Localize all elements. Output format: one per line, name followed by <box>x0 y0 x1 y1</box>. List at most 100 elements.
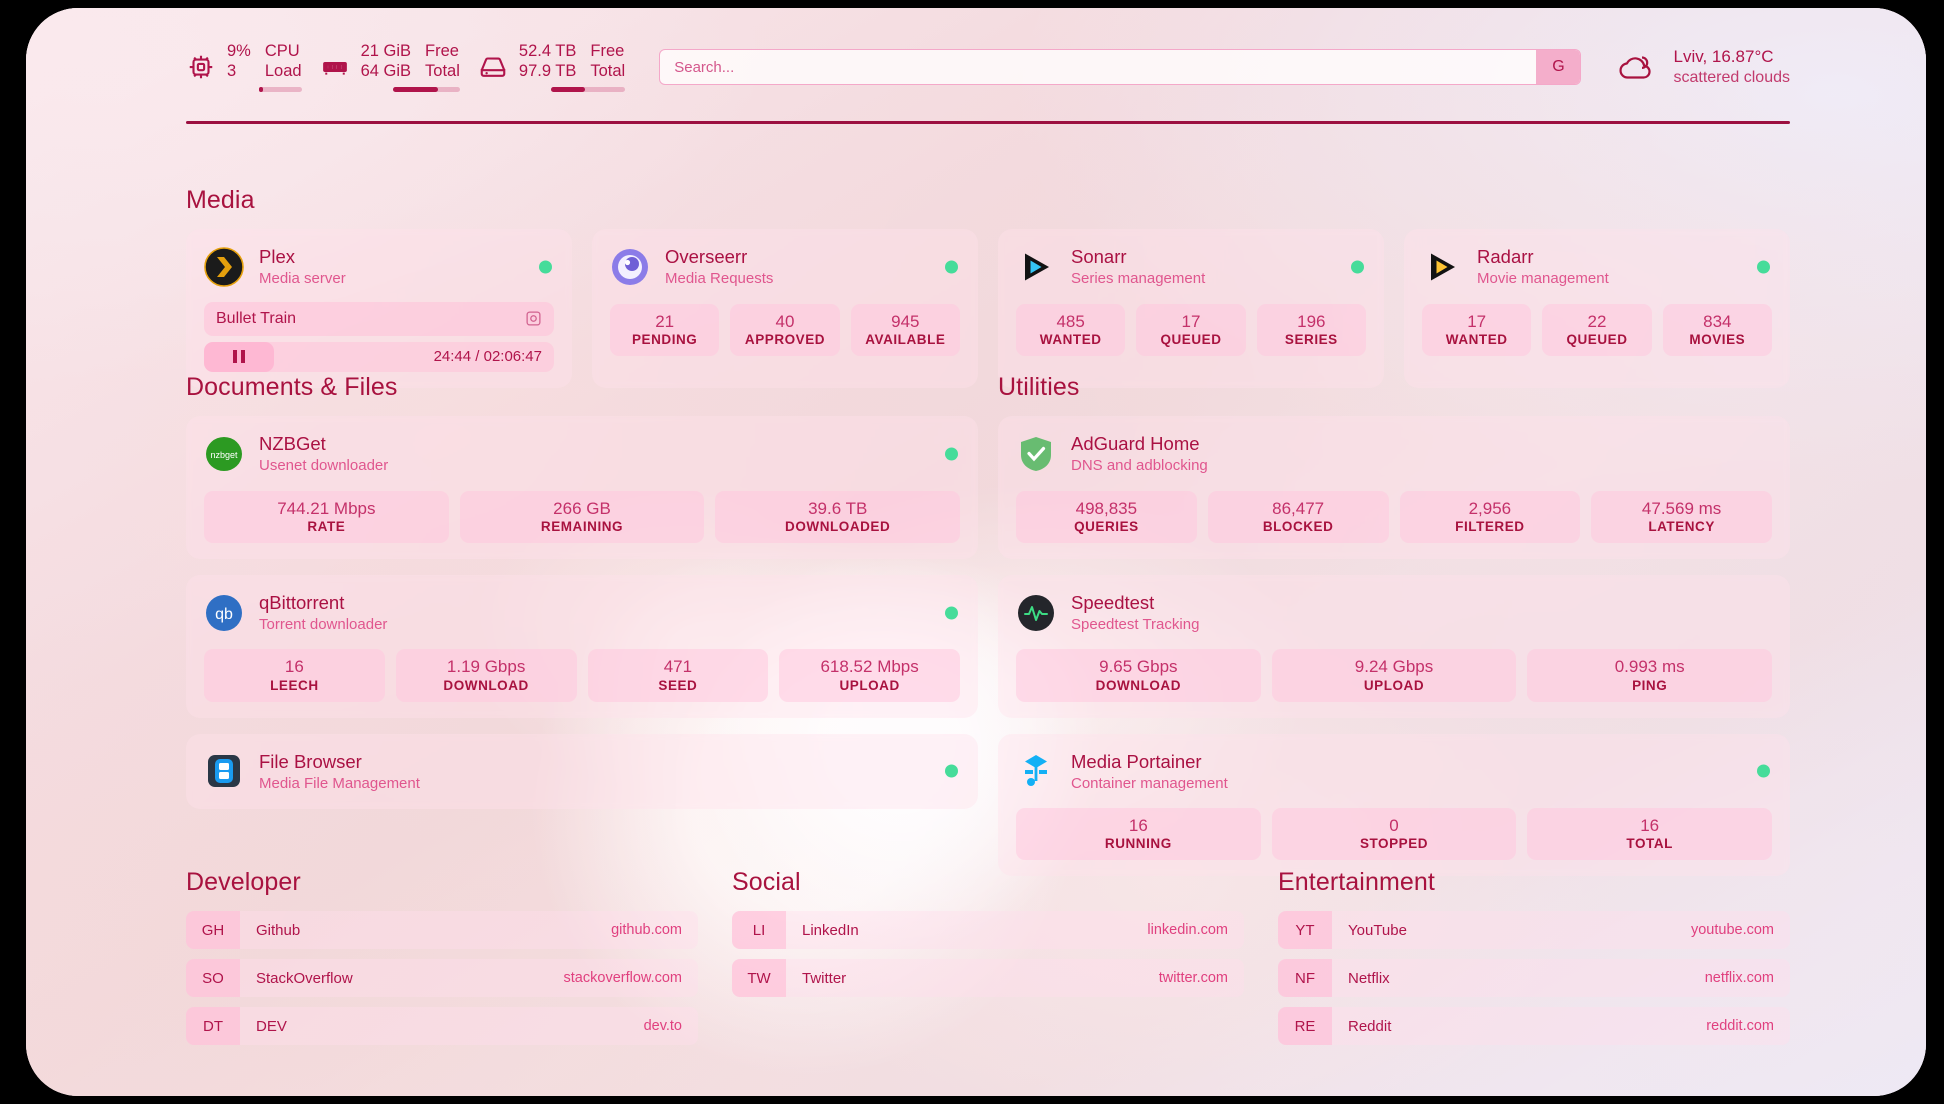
stat-value: 945 <box>891 311 920 331</box>
app-name: AdGuard Home <box>1071 433 1200 454</box>
bookmark-group-social: Social LI LinkedIn linkedin.com TW Twitt… <box>732 868 1244 1045</box>
stat-tile: 22 QUEUED <box>1542 303 1652 356</box>
stat-label: RUNNING <box>1104 836 1172 852</box>
stat-label: WANTED <box>1445 331 1508 347</box>
ram-icon <box>322 62 347 75</box>
bookmark-item-linkedin[interactable]: LI LinkedIn linkedin.com <box>732 911 1244 949</box>
stat-tile: 17 WANTED <box>1422 303 1532 356</box>
app-name: Plex <box>259 246 295 267</box>
bookmark-badge: TW <box>732 959 786 997</box>
plex-pause-state-icon[interactable] <box>204 341 274 372</box>
stat-label: SEED <box>658 677 698 693</box>
qbittorrent-logo: qb <box>206 594 242 631</box>
stat-label: DOWNLOADED <box>785 518 891 534</box>
plex-logo <box>204 246 244 287</box>
stat-value: 266 GB <box>553 498 611 518</box>
app-name: Sonarr <box>1071 246 1127 267</box>
stat-value: 21 <box>655 311 675 331</box>
stat-tile: 266 GB REMAINING <box>459 490 705 543</box>
stat-tile: 471 SEED <box>587 649 769 702</box>
stat-label: UPLOAD <box>839 677 900 693</box>
stat-label: BLOCKED <box>1262 518 1334 534</box>
bookmark-item-twitter[interactable]: TW Twitter twitter.com <box>732 959 1244 997</box>
stat-value: 16 <box>1128 816 1148 836</box>
plex-progress-bar[interactable]: 24:44 / 02:06:47 <box>204 341 554 372</box>
app-name: File Browser <box>259 750 362 772</box>
stat-value: 9.65 Gbps <box>1099 657 1178 677</box>
stat-value: 1.19 Gbps <box>446 657 526 677</box>
stat-tile: 0 STOPPED <box>1271 808 1517 861</box>
status-badge <box>945 260 958 274</box>
stat-value: 47.569 ms <box>1641 498 1722 518</box>
search-engine-button[interactable]: G <box>1536 50 1581 84</box>
stat-label: PENDING <box>631 331 698 347</box>
status-badge <box>1757 260 1770 274</box>
bookmark-item-dev[interactable]: DT DEV dev.to <box>186 1007 698 1045</box>
svg-text:nzbget: nzbget <box>210 450 238 460</box>
disk-label-bottom: Total <box>590 61 626 80</box>
bookmark-item-stackoverflow[interactable]: SO StackOverflow stackoverflow.com <box>186 959 698 997</box>
weather-condition: scattered clouds <box>1673 68 1790 86</box>
disk-label-top: Free <box>590 42 625 61</box>
app-card-sonarr[interactable]: Sonarr Series management 485 WANTED 17 Q… <box>998 229 1384 388</box>
bookmark-url: github.com <box>611 922 682 938</box>
bookmark-name: Twitter <box>802 969 847 987</box>
meter-ram: 21 GiB 64 GiB Free Total <box>320 42 460 92</box>
ram-progress-fill <box>392 86 438 92</box>
search-input[interactable] <box>660 50 1537 84</box>
stat-value: 16 <box>284 657 304 677</box>
cpu-progress-fill <box>259 86 263 92</box>
stat-tile: 2,956 FILTERED <box>1399 490 1581 543</box>
disk-labels: Free Total <box>590 42 625 81</box>
stat-value: 471 <box>663 657 693 677</box>
bookmark-badge: NF <box>1278 959 1332 997</box>
bookmark-group-title: Entertainment <box>1278 868 1435 896</box>
bookmark-item-github[interactable]: GH Github github.com <box>186 911 698 949</box>
stat-tile: 39.6 TB DOWNLOADED <box>715 490 961 543</box>
stat-label: SERIES <box>1284 331 1338 347</box>
bookmark-url: netflix.com <box>1704 970 1774 986</box>
app-card-radarr[interactable]: Radarr Movie management 17 WANTED 22 QUE… <box>1404 229 1790 388</box>
bookmark-name: DEV <box>256 1017 287 1035</box>
app-card-speedtest[interactable]: Speedtest Speedtest Tracking 9.65 Gbps D… <box>998 574 1790 718</box>
weather-widget[interactable]: Lviv, 16.87°C scattered clouds <box>1615 46 1790 88</box>
search-bar[interactable]: G <box>659 49 1582 85</box>
bookmark-badge: SO <box>186 959 240 997</box>
app-card-plex[interactable]: Plex Media server Bullet Train <box>186 229 572 388</box>
cpu-icon <box>189 55 213 79</box>
app-subtitle: Media File Management <box>259 774 420 792</box>
bookmark-item-reddit[interactable]: RE Reddit reddit.com <box>1278 1007 1790 1045</box>
app-card-qbittorrent[interactable]: qb qBittorrent Torrent downloader 16 <box>186 574 978 718</box>
bookmark-name: Reddit <box>1348 1017 1392 1035</box>
utilities-section: Utilities AdGuard Home DNS and adblockin… <box>998 373 1790 877</box>
app-card-overseerr[interactable]: Overseerr Media Requests 21 PENDING 40 A… <box>592 229 978 388</box>
app-subtitle: Media Requests <box>665 270 774 288</box>
documents-section-title: Documents & Files <box>186 373 398 401</box>
stat-label: DOWNLOAD <box>1095 677 1182 693</box>
bookmark-badge: LI <box>732 911 786 949</box>
status-badge <box>539 260 552 274</box>
stat-tile: 485 WANTED <box>1016 303 1126 356</box>
status-badge <box>945 447 958 461</box>
stat-label: PING <box>1632 677 1668 693</box>
bookmark-url: linkedin.com <box>1147 922 1228 938</box>
stat-tile: 17 QUEUED <box>1136 303 1246 356</box>
bookmark-item-netflix[interactable]: NF Netflix netflix.com <box>1278 959 1790 997</box>
stat-tile: 945 AVAILABLE <box>850 303 960 356</box>
cpu-load-value: 3 <box>227 61 237 80</box>
bookmark-item-youtube[interactable]: YT YouTube youtube.com <box>1278 911 1790 949</box>
cast-icon[interactable] <box>525 310 542 327</box>
stat-tile: 16 TOTAL <box>1527 808 1773 861</box>
app-card-nzbget[interactable]: nzbget NZBGet Usenet downloader 744.21 M… <box>186 416 978 559</box>
app-card-media-portainer[interactable]: Media Portainer Container management 16 … <box>998 733 1790 877</box>
bookmark-url: reddit.com <box>1706 1018 1774 1034</box>
app-card-file-browser[interactable]: File Browser Media File Management <box>186 733 978 810</box>
stat-value: 17 <box>1181 311 1201 331</box>
bookmark-name: StackOverflow <box>256 969 353 987</box>
stat-value: 86,477 <box>1272 498 1325 518</box>
stat-value: 498,835 <box>1075 498 1138 518</box>
cpu-label-top: CPU <box>264 42 300 61</box>
stat-tile: 47.569 ms LATENCY <box>1591 490 1772 543</box>
app-card-adguard-home[interactable]: AdGuard Home DNS and adblocking 498,835 … <box>998 416 1790 559</box>
plex-now-playing: Bullet Train <box>204 301 554 336</box>
